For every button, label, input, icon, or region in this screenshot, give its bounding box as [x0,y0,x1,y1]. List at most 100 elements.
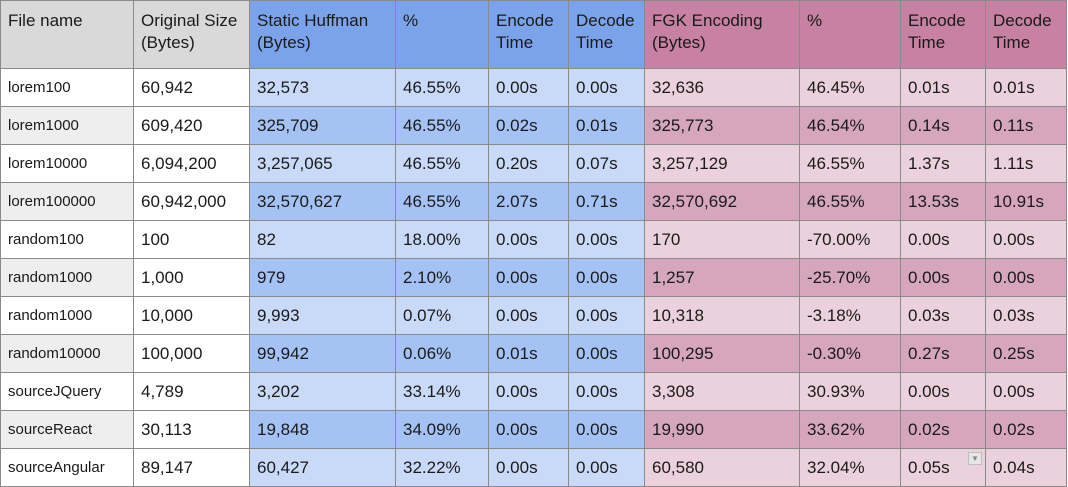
cell-fgk-encoding[interactable]: 32,636 [644,68,800,107]
header-file-name[interactable]: File name [0,0,134,69]
cell-fgk-decode-time[interactable]: 0.04s [985,448,1067,487]
cell-static-encode-time[interactable]: 0.00s [488,220,569,259]
cell-static-huffman[interactable]: 60,427 [249,448,396,487]
cell-fgk-encoding[interactable]: 3,308 [644,372,800,411]
cell-file-name[interactable]: random1000 [0,258,134,297]
cell-static-huffman[interactable]: 3,257,065 [249,144,396,183]
cell-static-decode-time[interactable]: 0.01s [568,106,645,145]
header-original-size[interactable]: Original Size (Bytes) [133,0,250,69]
cell-fgk-percent[interactable]: -25.70% [799,258,901,297]
dropdown-filter-icon[interactable]: ▼ [968,452,982,465]
cell-fgk-encode-time[interactable]: 13.53s [900,182,986,221]
cell-file-name[interactable]: lorem1000 [0,106,134,145]
cell-static-percent[interactable]: 0.07% [395,296,489,335]
cell-fgk-decode-time[interactable]: 0.00s [985,258,1067,297]
cell-fgk-decode-time[interactable]: 1.11s [985,144,1067,183]
cell-static-decode-time[interactable]: 0.00s [568,220,645,259]
cell-original-size[interactable]: 1,000 [133,258,250,297]
cell-file-name[interactable]: random1000 [0,296,134,335]
cell-original-size[interactable]: 30,113 [133,410,250,449]
cell-static-huffman[interactable]: 32,570,627 [249,182,396,221]
cell-fgk-encode-time[interactable]: 0.03s [900,296,986,335]
cell-fgk-encoding[interactable]: 60,580 [644,448,800,487]
cell-static-huffman[interactable]: 19,848 [249,410,396,449]
cell-file-name[interactable]: sourceReact [0,410,134,449]
cell-static-encode-time[interactable]: 0.00s [488,372,569,411]
cell-file-name[interactable]: sourceJQuery [0,372,134,411]
cell-static-decode-time[interactable]: 0.71s [568,182,645,221]
cell-fgk-decode-time[interactable]: 0.01s [985,68,1067,107]
cell-static-huffman[interactable]: 9,993 [249,296,396,335]
cell-fgk-decode-time[interactable]: 0.00s [985,220,1067,259]
cell-static-percent[interactable]: 46.55% [395,106,489,145]
cell-fgk-encoding[interactable]: 19,990 [644,410,800,449]
cell-static-encode-time[interactable]: 0.00s [488,448,569,487]
cell-fgk-percent[interactable]: 33.62% [799,410,901,449]
cell-static-percent[interactable]: 34.09% [395,410,489,449]
cell-original-size[interactable]: 60,942 [133,68,250,107]
cell-static-huffman[interactable]: 32,573 [249,68,396,107]
cell-fgk-encoding[interactable]: 10,318 [644,296,800,335]
cell-original-size[interactable]: 4,789 [133,372,250,411]
cell-static-decode-time[interactable]: 0.00s [568,334,645,373]
cell-fgk-decode-time[interactable]: 10.91s [985,182,1067,221]
cell-static-decode-time[interactable]: 0.00s [568,296,645,335]
cell-fgk-encode-time[interactable]: 0.00s [900,372,986,411]
cell-static-huffman[interactable]: 3,202 [249,372,396,411]
cell-static-huffman[interactable]: 82 [249,220,396,259]
cell-fgk-encode-time[interactable]: 0.01s [900,68,986,107]
cell-fgk-encoding[interactable]: 1,257 [644,258,800,297]
cell-static-decode-time[interactable]: 0.07s [568,144,645,183]
cell-static-encode-time[interactable]: 0.01s [488,334,569,373]
cell-original-size[interactable]: 100 [133,220,250,259]
cell-fgk-percent[interactable]: 32.04% [799,448,901,487]
header-static-decode-time[interactable]: Decode Time [568,0,645,69]
cell-fgk-decode-time[interactable]: 0.02s [985,410,1067,449]
cell-original-size[interactable]: 60,942,000 [133,182,250,221]
cell-static-huffman[interactable]: 979 [249,258,396,297]
cell-original-size[interactable]: 6,094,200 [133,144,250,183]
cell-fgk-encode-time[interactable]: 0.02s [900,410,986,449]
cell-fgk-percent[interactable]: 46.55% [799,144,901,183]
header-fgk-encode-time[interactable]: Encode Time [900,0,986,69]
cell-static-encode-time[interactable]: 0.00s [488,410,569,449]
cell-fgk-percent[interactable]: 46.55% [799,182,901,221]
cell-static-huffman[interactable]: 99,942 [249,334,396,373]
cell-fgk-encode-time[interactable]: 0.00s [900,220,986,259]
cell-fgk-percent[interactable]: -0.30% [799,334,901,373]
header-static-percent[interactable]: % [395,0,489,69]
header-fgk-encoding[interactable]: FGK Encoding (Bytes) [644,0,800,69]
cell-fgk-encoding[interactable]: 100,295 [644,334,800,373]
cell-fgk-encoding[interactable]: 32,570,692 [644,182,800,221]
cell-static-encode-time[interactable]: 0.00s [488,258,569,297]
cell-fgk-percent[interactable]: -70.00% [799,220,901,259]
cell-original-size[interactable]: 89,147 [133,448,250,487]
header-static-encode-time[interactable]: Encode Time [488,0,569,69]
cell-fgk-encode-time[interactable]: 0.27s [900,334,986,373]
cell-static-encode-time[interactable]: 0.02s [488,106,569,145]
cell-fgk-percent[interactable]: 46.54% [799,106,901,145]
cell-static-percent[interactable]: 18.00% [395,220,489,259]
header-static-huffman[interactable]: Static Huffman (Bytes) [249,0,396,69]
cell-static-huffman[interactable]: 325,709 [249,106,396,145]
cell-original-size[interactable]: 100,000 [133,334,250,373]
cell-static-encode-time[interactable]: 0.00s [488,68,569,107]
cell-static-decode-time[interactable]: 0.00s [568,410,645,449]
cell-original-size[interactable]: 10,000 [133,296,250,335]
cell-static-percent[interactable]: 46.55% [395,144,489,183]
cell-static-percent[interactable]: 32.22% [395,448,489,487]
cell-fgk-decode-time[interactable]: 0.11s [985,106,1067,145]
cell-fgk-encoding[interactable]: 325,773 [644,106,800,145]
cell-file-name[interactable]: lorem10000 [0,144,134,183]
cell-fgk-decode-time[interactable]: 0.25s [985,334,1067,373]
cell-fgk-decode-time[interactable]: 0.03s [985,296,1067,335]
cell-file-name[interactable]: random100 [0,220,134,259]
cell-fgk-encode-time[interactable]: 0.14s [900,106,986,145]
cell-static-decode-time[interactable]: 0.00s [568,372,645,411]
cell-static-encode-time[interactable]: 0.00s [488,296,569,335]
cell-fgk-percent[interactable]: -3.18% [799,296,901,335]
cell-fgk-decode-time[interactable]: 0.00s [985,372,1067,411]
cell-static-percent[interactable]: 46.55% [395,68,489,107]
cell-static-encode-time[interactable]: 2.07s [488,182,569,221]
cell-file-name[interactable]: lorem100 [0,68,134,107]
